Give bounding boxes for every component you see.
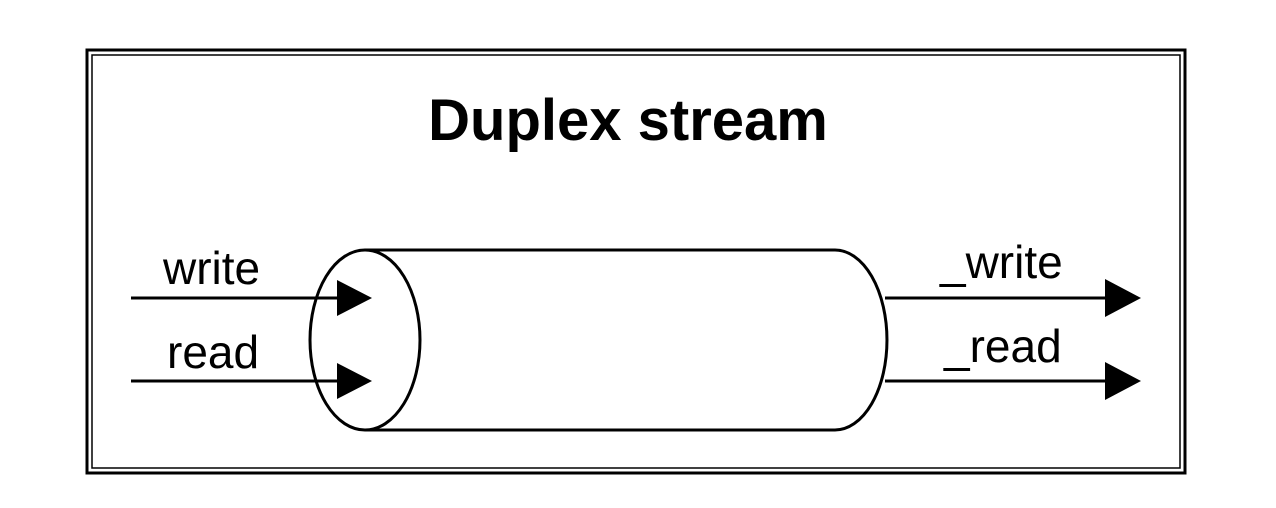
underscore-write-label: _write [939, 236, 1063, 288]
outer-frame [85, 48, 1187, 475]
write-label: write [162, 242, 260, 294]
read-output-arrow [885, 362, 1141, 400]
diagram-title: Duplex stream [428, 88, 828, 153]
write-output-arrow [885, 279, 1141, 317]
underscore-read-label: _read [943, 320, 1062, 372]
cylinder-front-face [308, 248, 422, 432]
cylinder-body [365, 248, 889, 432]
stream-cylinder [308, 248, 889, 432]
write-input-arrow [131, 280, 372, 316]
inner-frame [91, 54, 1181, 469]
read-input-arrow [131, 363, 372, 399]
read-label: read [167, 326, 259, 378]
